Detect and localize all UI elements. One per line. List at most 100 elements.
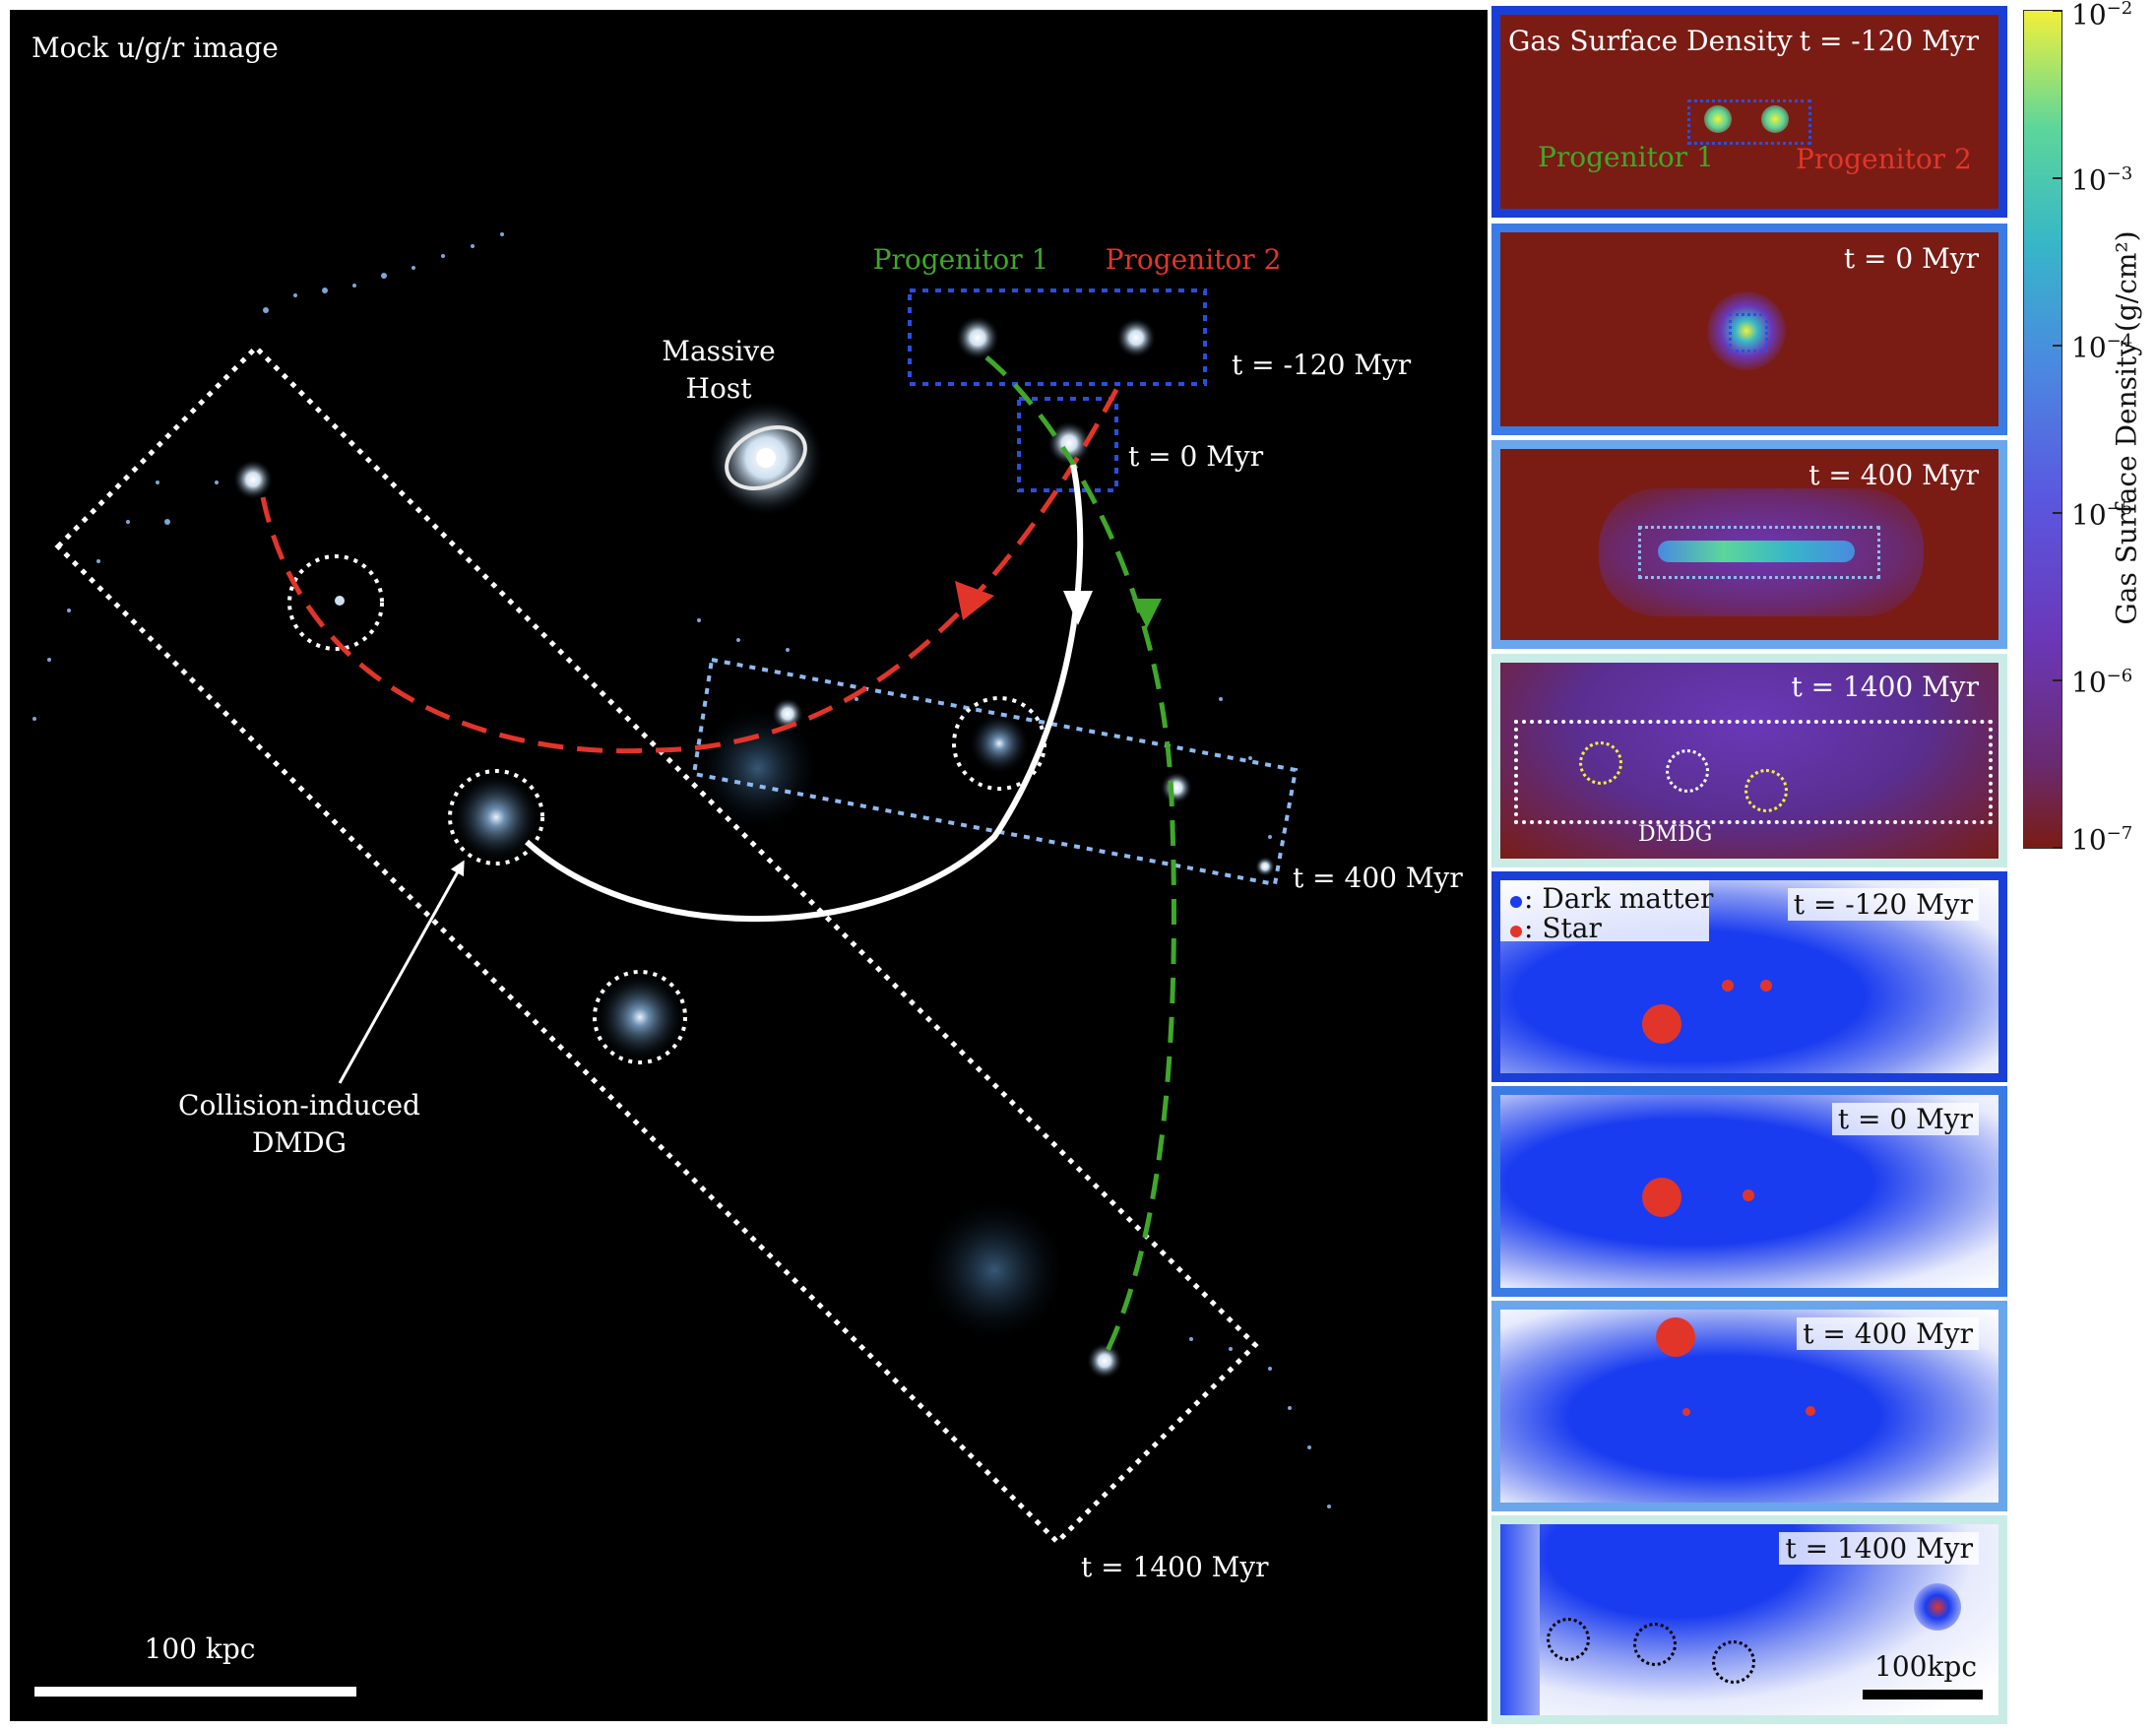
satellite-halo — [1914, 1583, 1961, 1631]
gas-bridge — [1658, 541, 1855, 562]
colorbar-label: Gas Surface Density (g/cm²) — [2110, 230, 2143, 625]
particle-scale-bar — [1863, 1690, 1983, 1699]
gas-panel-time: t = 1400 Myr — [1791, 671, 1979, 703]
gas-progenitor2-label: Progenitor 2 — [1796, 143, 1972, 175]
colorbar-tick-mark — [2053, 177, 2062, 179]
dmdg-galaxy — [597, 974, 683, 1060]
galaxy — [233, 460, 273, 499]
time-label-t-120: t = -120 Myr — [1232, 349, 1412, 381]
progenitor2-trajectory — [260, 382, 1122, 754]
progenitor-star-blob — [1760, 980, 1772, 992]
dmdg-circle — [1547, 1618, 1590, 1661]
time-label-t0: t = 0 Myr — [1128, 440, 1264, 473]
mock-image-canvas — [32, 232, 1331, 1697]
time-label-t400: t = 400 Myr — [1293, 862, 1463, 894]
colorbar-tick-mark — [2053, 847, 2062, 849]
star-clump — [1806, 1406, 1815, 1416]
progenitor-star-blob — [1722, 980, 1734, 992]
dmdg-region-box — [54, 344, 1259, 1546]
particle-panel-time: t = 1400 Myr — [1779, 1532, 1979, 1565]
gas-dmdg-circle — [1666, 749, 1709, 793]
particle-panel-time: t = 400 Myr — [1797, 1317, 1979, 1350]
massive-host-label-line2: Host — [685, 372, 752, 405]
gas-progenitor-box — [1687, 99, 1811, 145]
gas-panel-t400: t = 400 Myr — [1491, 440, 2007, 649]
progenitor2-arrowhead — [955, 581, 994, 620]
particle-panel-time: t = 0 Myr — [1831, 1103, 1979, 1135]
colorbar-tick-mark — [2053, 679, 2062, 681]
gas-dmdg-circle — [1744, 769, 1788, 812]
particle-scale-label: 100kpc — [1874, 1650, 1978, 1683]
galaxy — [1255, 857, 1275, 876]
dmdg-circle — [1633, 1623, 1677, 1666]
progenitor1-arrowhead — [1132, 599, 1162, 628]
gas-panel-time: t = 400 Myr — [1808, 459, 1979, 491]
particle-panel-t1400: t = 1400 Myr 100kpc — [1491, 1515, 2007, 1724]
galaxy — [1087, 1343, 1122, 1378]
host-star-blob — [1642, 1178, 1681, 1217]
dmdg-circle — [1712, 1640, 1755, 1684]
progenitor-star-blob — [1743, 1189, 1754, 1201]
dark-matter-marker — [1510, 896, 1522, 908]
gas-panel-t-120: Gas Surface Density t = -120 Myr Progeni… — [1491, 6, 2007, 218]
particle-panel-t-120: : Dark matter : Star t = -120 Myr — [1491, 871, 2007, 1082]
dmdg-circles — [287, 554, 1046, 1064]
scale-bar — [34, 1687, 356, 1697]
scale-label: 100 kpc — [144, 1633, 256, 1665]
massive-host-label: Massive — [662, 335, 776, 367]
star-marker — [1510, 926, 1522, 937]
t0-box — [1017, 397, 1118, 492]
progenitor2-galaxy — [1116, 318, 1156, 357]
gas-dmdg-circle — [1579, 741, 1622, 785]
colorbar-tick: 10−3 — [2071, 163, 2133, 197]
legend-dark-matter: : Dark matter — [1524, 882, 1714, 915]
colorbar-tick: 10−7 — [2071, 823, 2133, 857]
star-clump — [1682, 1408, 1690, 1416]
particle-legend — [1500, 880, 1709, 941]
colorbar-tick: 10−4 — [2071, 331, 2133, 364]
gas-panel-t1400: t = 1400 Myr DMDG — [1491, 654, 2007, 867]
time-label-t1400: t = 1400 Myr — [1081, 1551, 1269, 1583]
host-star-blob — [1642, 1004, 1681, 1044]
edge-density — [1500, 1524, 1540, 1715]
colorbar-tick-mark — [2053, 10, 2062, 12]
dmdg-arrowhead — [1063, 591, 1093, 625]
gas-blob — [1707, 291, 1786, 370]
host-star-blob — [1656, 1317, 1695, 1357]
galaxy — [1161, 772, 1192, 803]
collision-label-line2: DMDG — [252, 1126, 347, 1159]
faint-halo — [925, 1201, 1063, 1339]
faint-halo — [699, 709, 817, 827]
gas-box — [1729, 313, 1768, 353]
progenitor1-label: Progenitor 1 — [872, 243, 1049, 276]
merged-galaxy — [1047, 421, 1091, 465]
gas-dmdg-label: DMDG — [1638, 822, 1713, 847]
gas-panel-time: t = 0 Myr — [1843, 242, 1979, 275]
gas-progenitor1-label: Progenitor 1 — [1538, 141, 1714, 173]
progenitor1-galaxy — [956, 316, 999, 359]
colorbar-tick: 10−2 — [2071, 0, 2133, 32]
galaxy — [335, 596, 345, 606]
gas-panel-t0: t = 0 Myr — [1491, 224, 2007, 435]
gas-blob — [1761, 105, 1789, 133]
dmdg-galaxy — [970, 714, 1029, 773]
collision-arrow — [338, 860, 465, 1084]
gas-panel-title: Gas Surface Density — [1508, 25, 1793, 57]
colorbar-tick: 10−6 — [2071, 666, 2133, 699]
progenitor1-trajectory — [984, 355, 1176, 1359]
image-title: Mock u/g/r image — [32, 32, 279, 64]
dmdg-galaxy — [453, 774, 539, 861]
massive-host-galaxy — [709, 401, 823, 515]
gas-dmdg-box — [1514, 720, 1993, 824]
particle-panel-time: t = -120 Myr — [1787, 888, 1979, 921]
colorbar — [2023, 10, 2062, 849]
gas-box — [1638, 526, 1880, 579]
colorbar-tick-mark — [2053, 512, 2062, 514]
mock-image-panel: Mock u/g/r image Progenitor 1 Progenitor… — [10, 10, 1488, 1721]
gas-blob — [1704, 105, 1732, 133]
progenitor2-label: Progenitor 2 — [1105, 243, 1282, 276]
legend-star: : Star — [1524, 912, 1602, 944]
t-120-box — [908, 288, 1207, 386]
particle-panel-t400: t = 400 Myr — [1491, 1301, 2007, 1511]
collision-label: Collision-induced — [178, 1089, 420, 1122]
